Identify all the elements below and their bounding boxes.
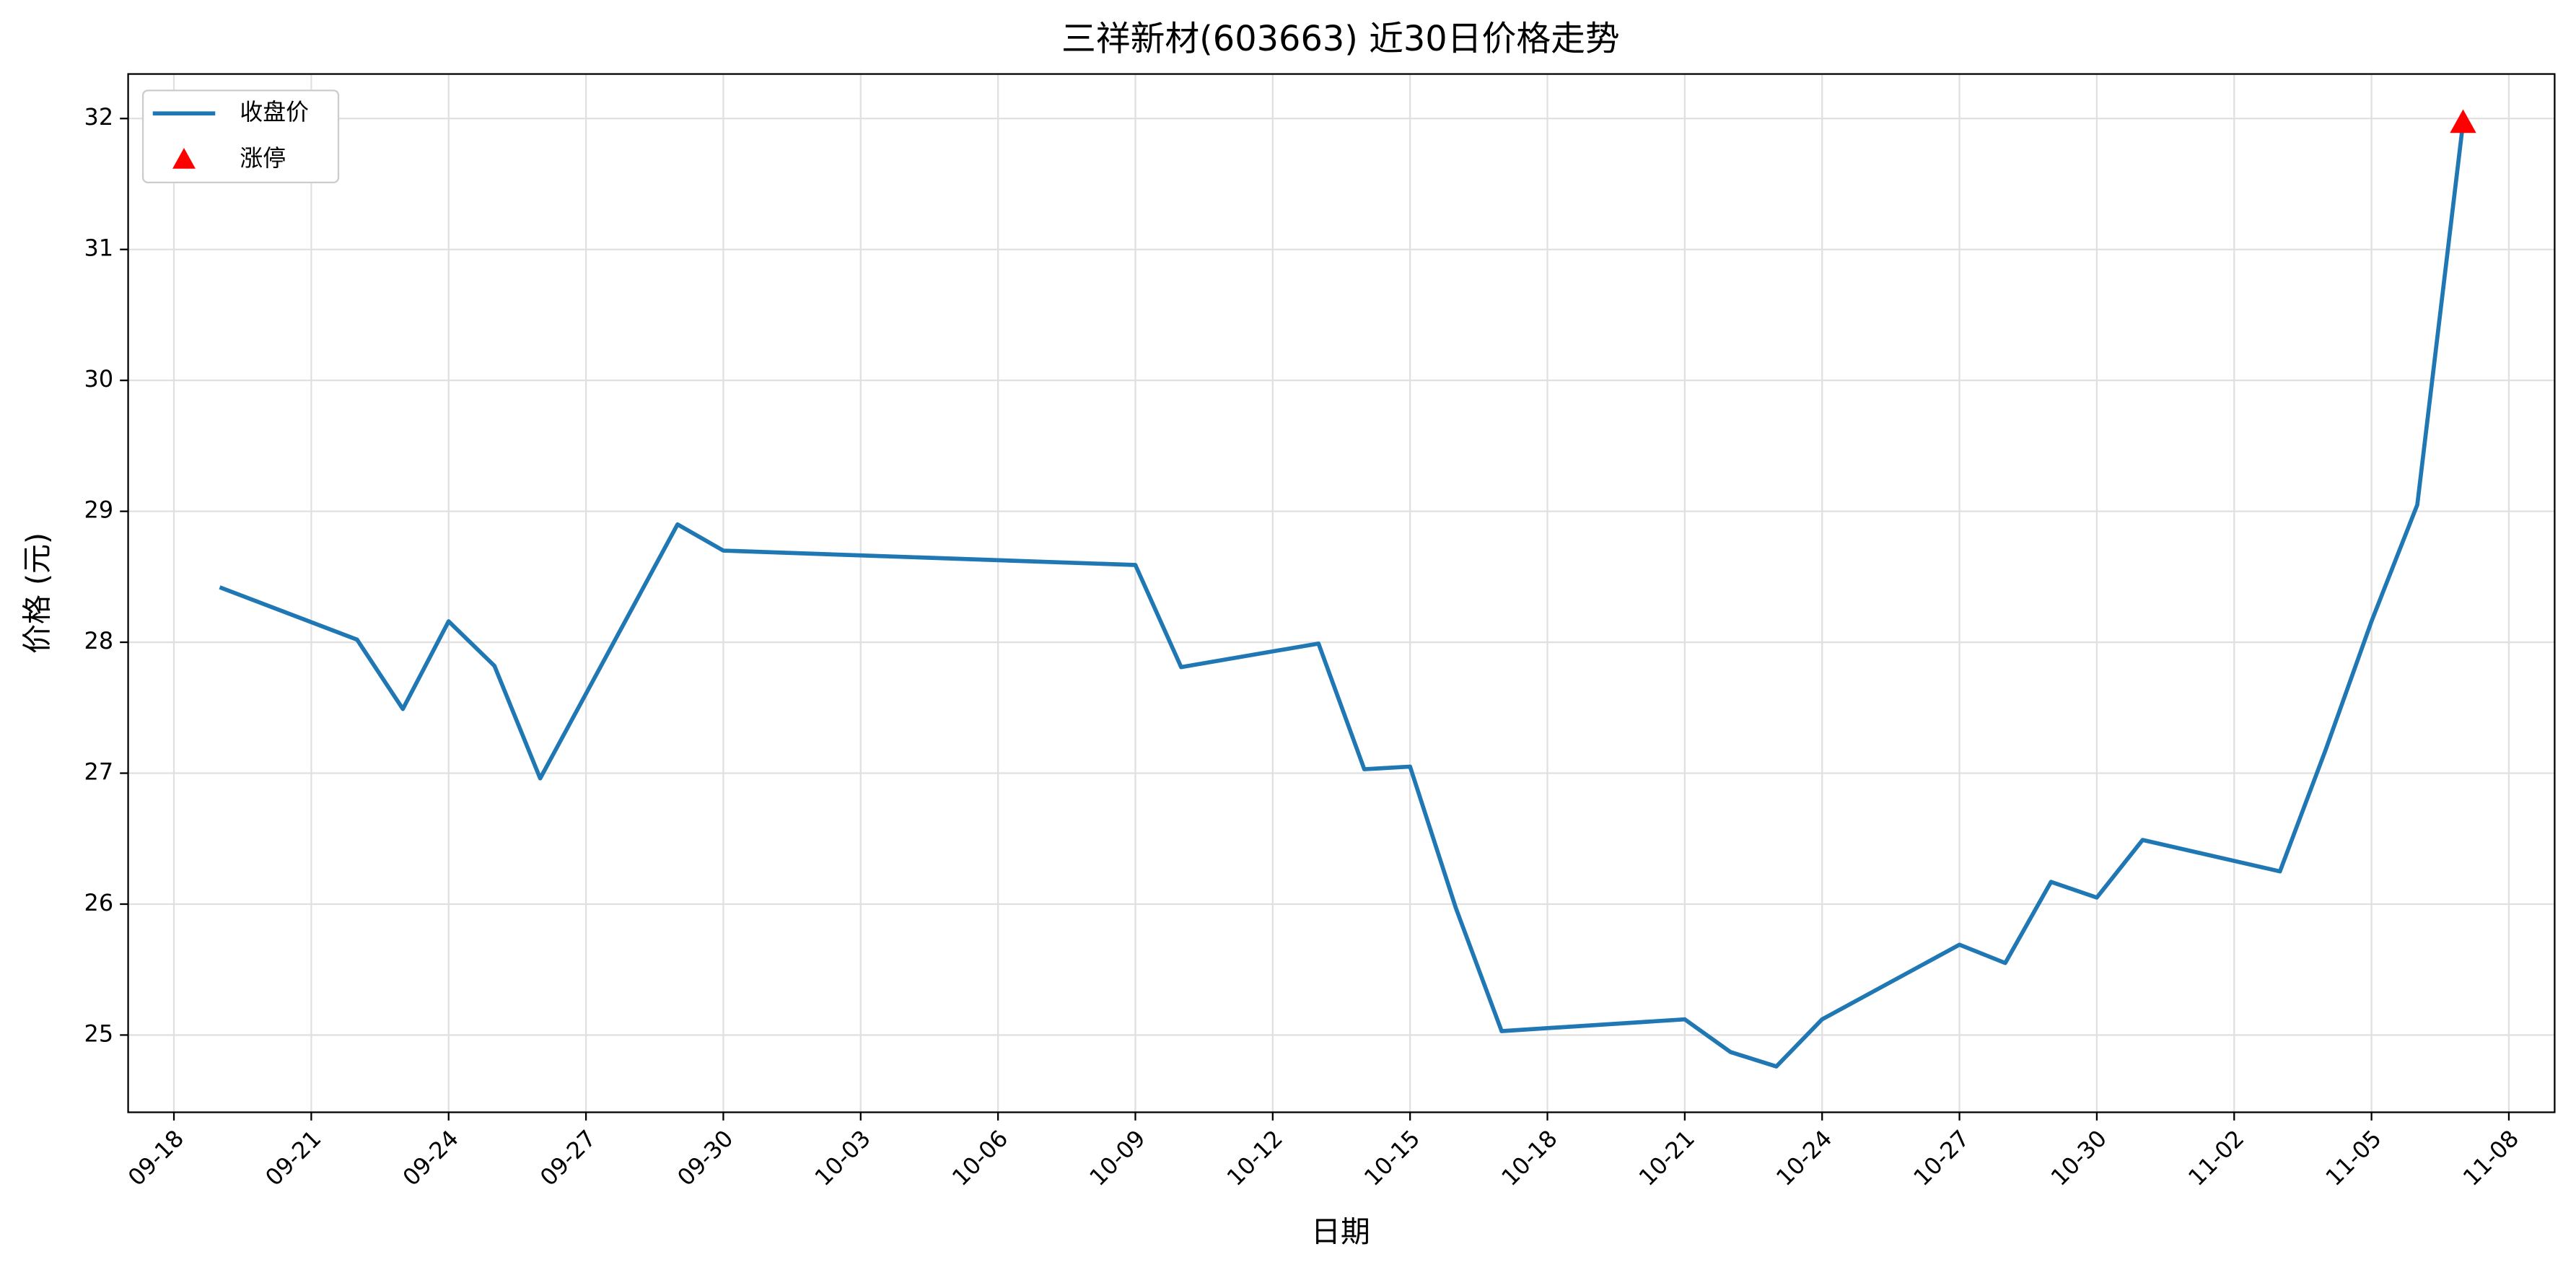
price-line — [219, 122, 2466, 1069]
x-axis-label: 日期 — [1311, 1214, 1370, 1249]
y-tick-label: 26 — [84, 889, 114, 916]
y-tick-label: 27 — [84, 758, 114, 786]
legend-label: 涨停 — [240, 144, 286, 172]
y-tick-label: 29 — [84, 496, 114, 524]
legend-marker — [172, 148, 196, 169]
limit-up-marker — [2450, 109, 2476, 133]
y-tick-label: 31 — [84, 235, 114, 262]
y-tick-label: 28 — [84, 627, 114, 654]
plot-frame — [127, 73, 2556, 1113]
chart-title: 三祥新材(603663) 近30日价格走势 — [1061, 19, 1620, 59]
y-axis-label: 价格 (元) — [20, 533, 55, 654]
y-tick-label: 32 — [84, 103, 114, 131]
legend-label: 收盘价 — [240, 98, 309, 126]
y-tick-label: 30 — [84, 365, 114, 393]
y-tick-label: 25 — [84, 1020, 114, 1047]
